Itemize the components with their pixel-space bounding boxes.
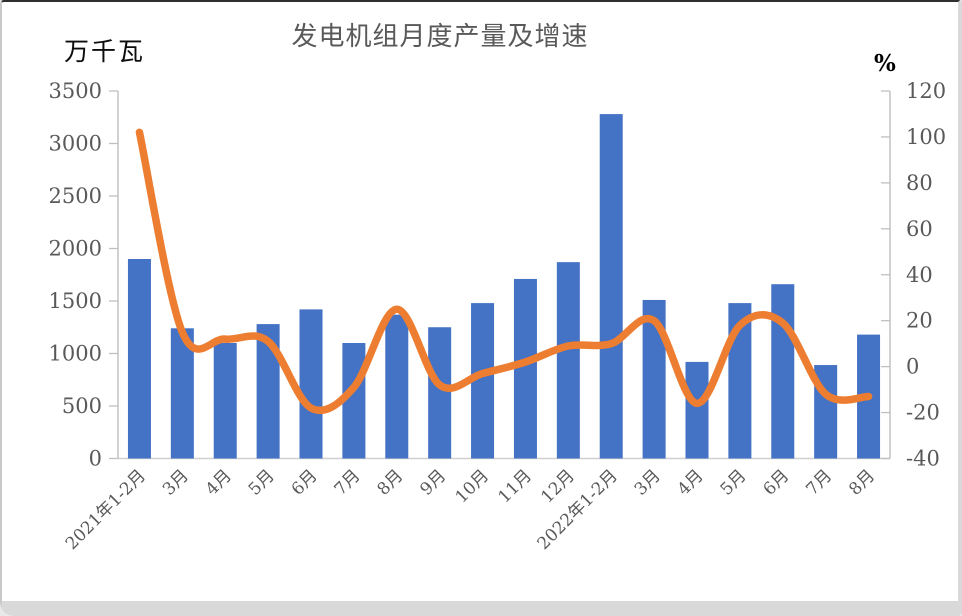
right-axis-tick-label: 60 <box>906 217 933 241</box>
left-axis-tick-label: 3500 <box>49 79 102 103</box>
right-axis-tick-label: 100 <box>906 125 946 149</box>
x-axis-category-label: 11月 <box>495 466 536 507</box>
left-axis-unit-label: 万千瓦 <box>64 37 146 66</box>
left-axis-tick-label: 3000 <box>49 132 102 156</box>
production-bar <box>728 303 752 459</box>
production-bar <box>599 114 623 459</box>
growth-rate-line <box>135 128 873 415</box>
right-axis-tick-label: 20 <box>906 309 933 333</box>
right-axis-tick-label: 40 <box>906 263 933 287</box>
production-bar <box>213 343 237 459</box>
x-axis-category-label: 10月 <box>452 466 493 507</box>
x-axis-category-label: 3月 <box>159 466 193 500</box>
right-axis-tick-label: 0 <box>906 355 919 379</box>
production-bar <box>471 303 495 459</box>
x-axis-category-label: 9月 <box>416 466 450 500</box>
right-axis-tick-label: -20 <box>906 401 940 425</box>
x-axis-category-label: 7月 <box>331 466 365 500</box>
production-bar <box>513 278 537 459</box>
left-axis-tick-label: 1500 <box>49 289 102 313</box>
right-axis-tick-label: -40 <box>906 447 940 471</box>
production-bar <box>385 314 409 459</box>
left-axis-tick-label: 2500 <box>49 184 102 208</box>
left-axis-tick-label: 2000 <box>49 237 102 261</box>
left-axis-tick-label: 1000 <box>49 342 102 366</box>
production-bar <box>642 299 666 459</box>
x-axis-category-label: 8月 <box>373 466 407 500</box>
production-bar <box>256 324 280 459</box>
x-axis-category-label: 2021年1-2月 <box>62 466 150 554</box>
left-axis-tick-label: 500 <box>62 394 102 418</box>
x-axis-category-label: 5月 <box>717 466 751 500</box>
x-axis-category-label: 8月 <box>845 466 879 500</box>
x-axis-category-label: 5月 <box>245 466 279 500</box>
left-axis-tick-label: 0 <box>89 447 102 471</box>
x-axis-category-label: 4月 <box>674 466 708 500</box>
right-axis-unit-label: % <box>874 50 896 77</box>
right-axis-tick-label: 80 <box>906 171 933 195</box>
x-axis-category-label: 6月 <box>759 466 793 500</box>
production-bar <box>428 327 452 459</box>
x-axis-category-label: 3月 <box>631 466 665 500</box>
x-axis-category-label: 6月 <box>288 466 322 500</box>
production-bar <box>170 328 194 459</box>
production-bar <box>556 262 580 459</box>
production-bar <box>299 309 323 459</box>
right-axis-tick-label: 120 <box>906 79 946 103</box>
production-bar <box>127 259 151 459</box>
production-bar <box>685 361 709 459</box>
production-bar <box>771 284 795 459</box>
chart-title: 发电机组月度产量及增速 <box>291 22 589 52</box>
x-axis-category-label: 7月 <box>802 466 836 500</box>
x-axis-category-label: 4月 <box>202 466 236 500</box>
